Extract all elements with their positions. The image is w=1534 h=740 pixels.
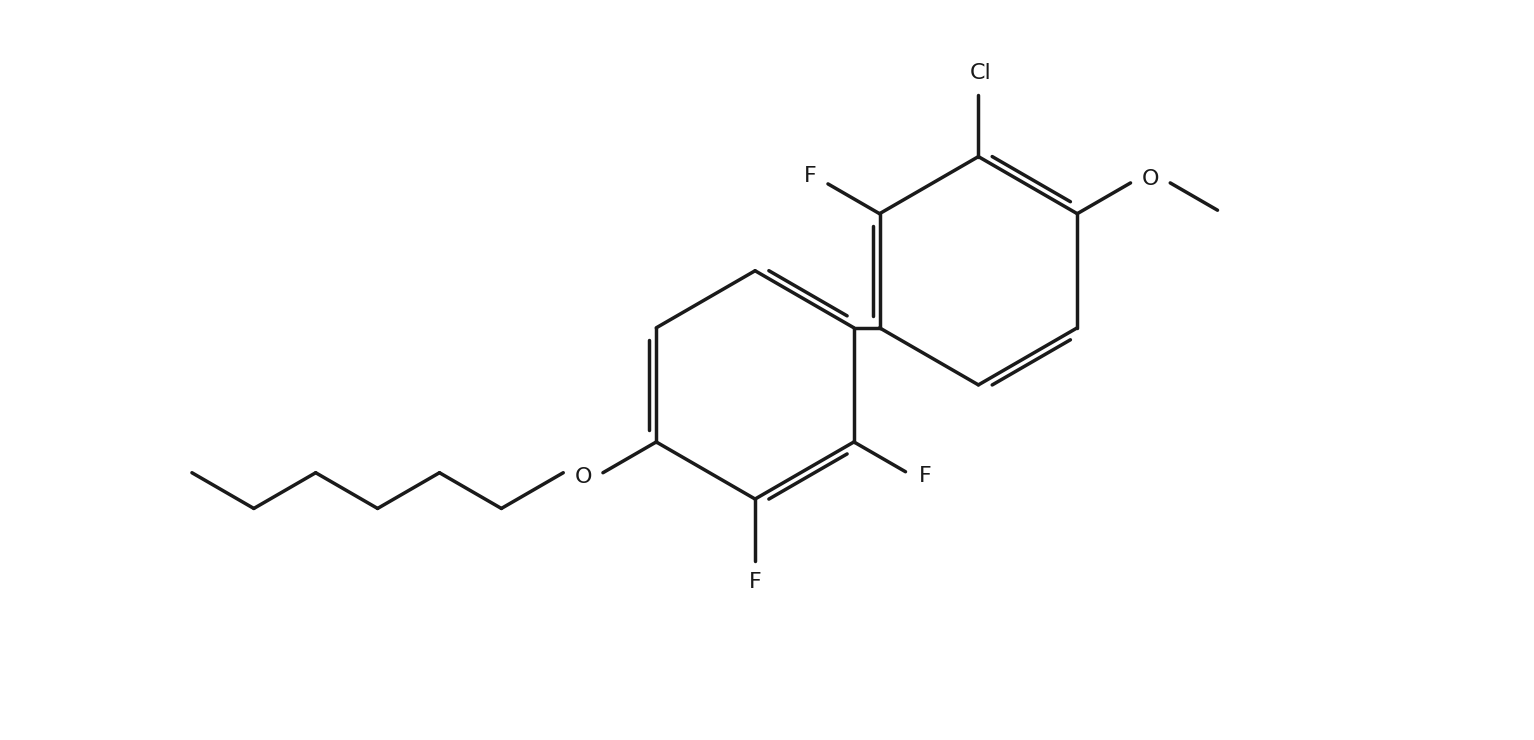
Text: F: F: [749, 573, 761, 593]
Text: O: O: [1141, 169, 1160, 189]
Text: O: O: [574, 467, 592, 487]
Text: F: F: [919, 465, 931, 485]
Text: F: F: [804, 166, 816, 186]
Text: Cl: Cl: [969, 63, 991, 83]
